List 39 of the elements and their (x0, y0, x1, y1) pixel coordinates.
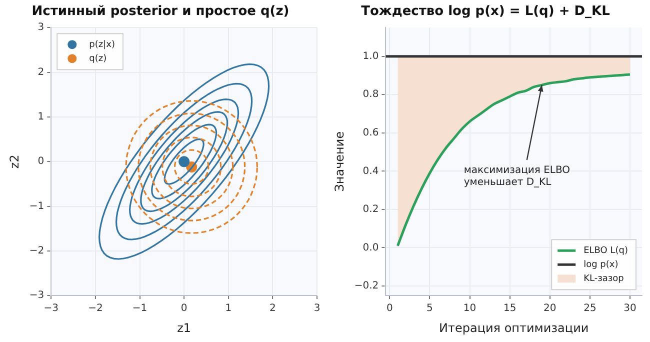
y-tick-label: 0.8 (362, 89, 379, 100)
legend-label: q(z) (89, 54, 107, 64)
legend-label: ELBO L(q) (584, 246, 628, 256)
x-tick-label: 5 (426, 303, 433, 314)
x-tick-label: 30 (624, 303, 636, 314)
y-tick-label: −1 (29, 200, 44, 212)
y-tick-label: 0.2 (362, 204, 379, 216)
legend-label: log p(x) (584, 260, 618, 270)
chart-title: Истинный posterior и простое q(z) (32, 4, 290, 20)
x-axis-title: z1 (177, 320, 192, 335)
legend-label: KL-зазор (584, 274, 624, 284)
y-tick-label: 1 (38, 112, 44, 123)
x-tick-label: 20 (544, 303, 556, 314)
x-tick-label: 15 (503, 303, 516, 314)
x-tick-label: 3 (314, 303, 320, 314)
y-tick-label: 0.0 (362, 242, 379, 254)
x-tick-label: −1 (132, 303, 148, 314)
x-tick-label: −2 (88, 303, 103, 314)
x-tick-label: 0 (386, 303, 393, 314)
y-axis-title: Значение (332, 131, 346, 192)
y-tick-label: 0 (38, 156, 44, 168)
annotation: максимизация ELBO уменьшает D_KL (464, 165, 570, 188)
y-tick-label: −3 (29, 290, 44, 302)
x-axis-title: Итерация оптимизации (439, 320, 589, 335)
y-tick-label: −0.2 (354, 280, 379, 292)
x-tick-label: 1 (225, 303, 232, 314)
x-tick-label: 2 (270, 303, 276, 314)
x-tick-label: 10 (463, 303, 476, 314)
x-tick-label: 25 (584, 303, 596, 314)
y-axis-title: z2 (7, 154, 22, 169)
x-tick-label: 0 (180, 303, 188, 314)
chart-title: Тождество log p(x) = L(q) + D_KL (361, 4, 610, 20)
y-tick-label: −2 (29, 246, 44, 257)
y-tick-label: 1.0 (362, 50, 379, 62)
y-tick-label: 2 (38, 66, 44, 78)
y-tick-label: 3 (38, 22, 44, 34)
y-tick-label: 0.6 (362, 127, 379, 138)
y-tick-label: 0.4 (362, 166, 379, 177)
legend-label: p(z|x) (89, 40, 115, 50)
